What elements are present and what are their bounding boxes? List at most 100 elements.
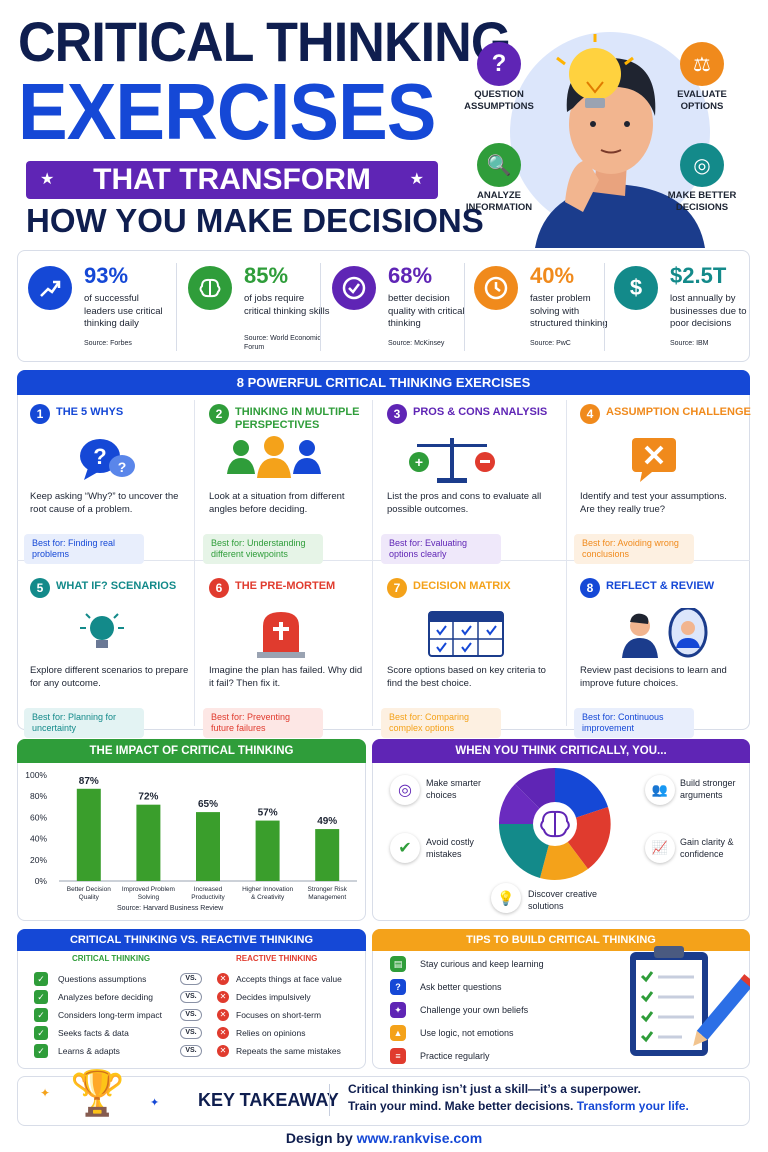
vs-left-item: Learns & adapts [58, 1046, 120, 1056]
when-item: Build stronger arguments [680, 778, 736, 800]
vs-left-heading: CRITICAL THINKING [72, 954, 151, 963]
y-tick-label: 80% [30, 791, 47, 801]
shield-icon: ✔ [390, 833, 420, 863]
vs-left-item: Questions assumptions [58, 974, 147, 984]
vs-badge: VS. [180, 1045, 202, 1057]
exercise-icon [616, 434, 696, 486]
tip-item: Use logic, not emotions [420, 1028, 514, 1038]
exercise-card: 8 REFLECT & REVIEW Review past decisions t… [574, 578, 760, 743]
stat-card: 40% faster problem solving with structur… [464, 251, 608, 361]
banner-text: THAT TRANSFORM [93, 163, 371, 196]
exercise-title: ASSUMPTION CHALLENGE [606, 406, 751, 418]
when-item: Avoid costly mistakes [426, 837, 474, 859]
data-label: 87% [79, 776, 99, 787]
exercise-card: 2 THINKING IN MULTIPLE PERSPECTIVES Look a… [203, 404, 389, 569]
category-label: Increased Productivity [191, 886, 225, 901]
trophy-icon: 🏆 [70, 1069, 125, 1118]
bar [196, 812, 220, 881]
vs-right-item: Repeats the same mistakes [236, 1046, 341, 1056]
tips-title: TIPS TO BUILD CRITICAL THINKING [372, 929, 750, 951]
x-icon: ✕ [217, 973, 229, 985]
data-label: 72% [138, 792, 158, 803]
clipboard-illustration [630, 946, 750, 1056]
tip-icon: ▲ [390, 1025, 406, 1041]
x-icon: ✕ [217, 1045, 229, 1057]
exercise-description: Identify and test your assumptions. Are … [580, 491, 727, 515]
divider [329, 1084, 330, 1116]
exercise-icon: + [397, 434, 495, 486]
footer-link[interactable]: www.rankvise.com [356, 1130, 483, 1146]
title-line-2: EXERCISES [18, 67, 436, 156]
stat-card: 93% of successful leaders use critical t… [18, 251, 176, 361]
exercise-icon [245, 608, 325, 660]
exercise-icon: ?? [66, 434, 146, 486]
data-label: 65% [198, 799, 218, 810]
stat-description: faster problem solving with structured t… [530, 293, 608, 329]
vs-left-item: Analyzes before deciding [58, 992, 153, 1002]
divider [320, 263, 321, 351]
stat-source: Source: World Economic Forum [244, 335, 321, 351]
svg-text:+: + [415, 454, 423, 470]
svg-text:?: ? [93, 444, 106, 469]
y-tick-label: 60% [30, 812, 47, 822]
checkmark-icon [332, 266, 376, 310]
dollar-icon: $ [614, 266, 658, 310]
stat-card: 68% better decision quality with critica… [322, 251, 465, 361]
target-icon: ◎ [680, 143, 724, 187]
stats-panel: 93% of successful leaders use critical t… [17, 250, 750, 362]
exercises-title: 8 POWERFUL CRITICAL THINKING EXERCISES [17, 370, 750, 395]
exercise-title: THE 5 WHYS [56, 406, 124, 418]
footer-prefix: Design by [285, 1130, 353, 1146]
data-label: 49% [317, 816, 337, 827]
hero-label-better: MAKE BETTER DECISIONS [667, 190, 737, 213]
stat-value: 93% [84, 263, 129, 288]
exercise-icon [616, 606, 708, 660]
stat-value: $2.5T [670, 263, 727, 288]
title-line-3: HOW YOU MAKE DECISIONS [26, 202, 484, 239]
takeaway-panel [17, 1076, 750, 1126]
divider [176, 263, 177, 351]
exercise-title: REFLECT & REVIEW [606, 580, 715, 592]
exercise-description: Imagine the plan has failed. Why did it … [209, 665, 363, 689]
stat-description: of jobs require critical thinking skills [244, 293, 330, 317]
scale-icon: ⚖ [680, 42, 724, 86]
bar [76, 788, 101, 881]
vs-right-item: Decides impulsively [236, 992, 311, 1002]
category-label: Improved Problem Solving [122, 886, 175, 901]
when-item: Discover creative solutions [528, 889, 598, 911]
impact-bar-chart: 0% 20% 40% 60% 80% 100% 87% Better Decision Qual… [25, 770, 357, 901]
divider [566, 400, 567, 726]
stat-value: 85% [244, 263, 289, 288]
exercise-description: Look at a situation from different angle… [209, 491, 345, 515]
divider [464, 263, 465, 351]
exercise-title: THE PRE-MORTEM [235, 580, 336, 592]
hero-illustration [465, 12, 755, 248]
stat-description: of successful leaders use critical think… [84, 293, 163, 329]
exercise-number: 7 [387, 578, 407, 598]
bar [136, 804, 161, 881]
x-icon: ✕ [217, 1009, 229, 1021]
question-icon: ? [477, 42, 521, 86]
exercise-description: Review past decisions to learn and impro… [580, 665, 727, 689]
exercise-card: 1 THE 5 WHYS?? Keep asking “Why?” to uncov… [24, 404, 210, 569]
stat-value: 68% [388, 263, 433, 288]
target-icon: ◎ [390, 775, 420, 805]
growth-chart-icon [28, 266, 72, 310]
takeaway-line-2b: Transform your life. [576, 1099, 689, 1113]
takeaway-line-2a: Train your mind. Make better decisions. [348, 1099, 574, 1113]
title-banner: ★ THAT TRANSFORM ★ [26, 161, 438, 199]
impact-source: Source: Harvard Business Review [117, 905, 224, 912]
check-icon: ✓ [34, 1008, 48, 1022]
exercise-number: 3 [387, 404, 407, 424]
best-for-badge: Best for: Planning for uncertainty [24, 708, 144, 738]
vs-badge: VS. [180, 1027, 202, 1039]
takeaway-label: KEY TAKEAWAY [198, 1090, 339, 1110]
exercise-number: 6 [209, 578, 229, 598]
best-for-badge: Best for: Understanding different viewpo… [203, 534, 323, 564]
sparkle-icon: ✦ [150, 1097, 160, 1109]
vs-right-item: Relies on opinions [236, 1028, 306, 1038]
y-tick-label: 100% [25, 770, 47, 780]
exercise-icon [219, 434, 321, 486]
exercise-card: 4 ASSUMPTION CHALLENGE Identify and test y… [574, 404, 760, 569]
